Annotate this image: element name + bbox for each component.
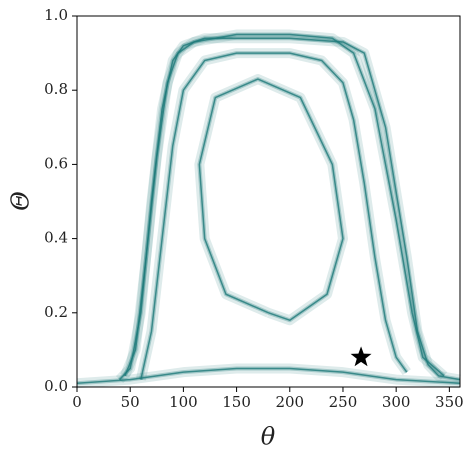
- y-tick-label: 0.2: [44, 303, 68, 321]
- trajectory: [197, 77, 345, 323]
- y-tick-label: 0.0: [44, 377, 68, 395]
- x-tick-label: 350: [435, 393, 464, 411]
- y-tick-label: 0.6: [44, 154, 68, 172]
- y-axis-title: Θ: [7, 191, 35, 211]
- trajectory: [76, 367, 461, 385]
- y-tick-label: 0.4: [44, 229, 68, 247]
- y-tick-label: 1.0: [44, 6, 68, 24]
- x-tick-label: 100: [169, 393, 198, 411]
- y-tick-label: 0.8: [44, 80, 68, 98]
- x-tick-label: 50: [121, 393, 140, 411]
- x-tick-label: 150: [222, 393, 251, 411]
- star-marker: [350, 346, 372, 367]
- trajectory: [140, 52, 408, 380]
- x-tick-label: 200: [275, 393, 304, 411]
- trajectory: [198, 78, 344, 321]
- x-tick-label: 0: [72, 393, 82, 411]
- x-axis-title: θ: [261, 423, 276, 451]
- x-tick-label: 250: [329, 393, 358, 411]
- trajectory: [124, 33, 445, 377]
- plot-frame: [76, 15, 461, 388]
- x-tick-label: 300: [382, 393, 411, 411]
